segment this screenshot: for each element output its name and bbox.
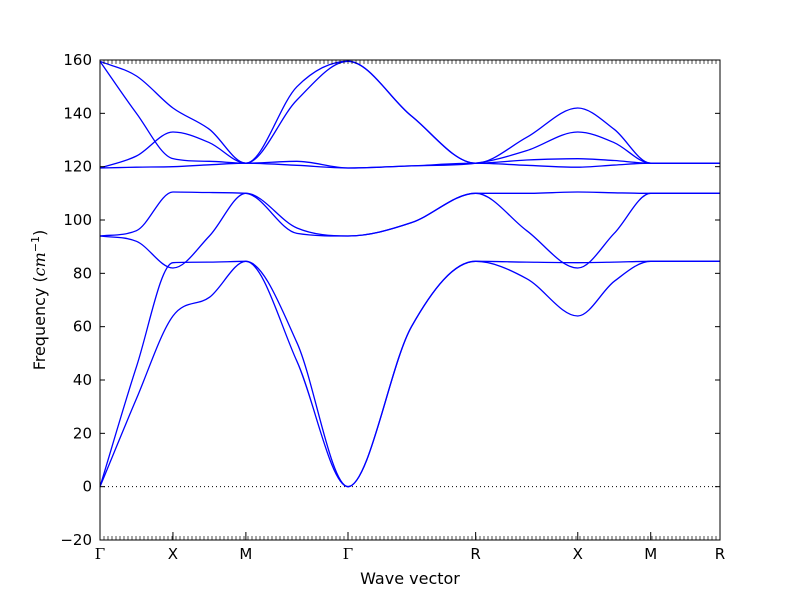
x-tick-label: R <box>715 545 725 563</box>
x-tick-label: R <box>470 545 480 563</box>
x-tick-label: X <box>573 545 583 563</box>
phonon-branch-8 <box>99 60 720 164</box>
y-tick-label: 40 <box>73 371 92 389</box>
x-axis-label: Wave vector <box>360 569 460 588</box>
y-tick-label: 20 <box>73 424 92 442</box>
phonon-branch-2 <box>99 260 720 488</box>
x-tick-label: Γ <box>95 545 105 563</box>
y-axis-label: Frequency (cm−1) <box>29 230 49 371</box>
y-axis-label-unit: cm <box>30 252 49 276</box>
y-tick-label: −20 <box>60 531 92 549</box>
y-tick-label: 120 <box>63 158 92 176</box>
y-tick-label: 0 <box>82 478 92 496</box>
y-tick-label: 80 <box>73 264 92 282</box>
y-tick-label: 60 <box>73 318 92 336</box>
y-axis-label-suffix: ) <box>30 230 49 236</box>
x-tick-label: M <box>239 545 252 563</box>
y-tick-label: 140 <box>63 104 92 122</box>
y-axis-label-exponent: −1 <box>29 236 42 252</box>
y-tick-label: 160 <box>63 51 92 69</box>
x-tick-label: Γ <box>343 545 353 563</box>
phonon-branch-6 <box>99 131 720 169</box>
x-tick-label: X <box>168 545 178 563</box>
phonon-branch-4 <box>99 191 720 237</box>
plot-frame <box>99 59 721 541</box>
y-tick-label: 100 <box>63 211 92 229</box>
x-tick-label: M <box>644 545 657 563</box>
y-axis-label-prefix: Frequency ( <box>30 276 49 370</box>
